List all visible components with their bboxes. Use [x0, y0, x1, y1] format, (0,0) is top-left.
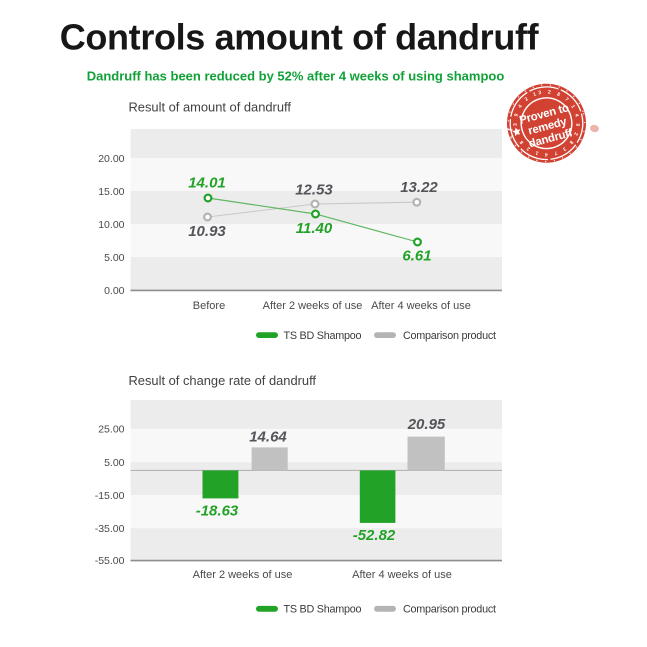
svg-text:TS BD Shampoo: TS BD Shampoo [284, 604, 362, 616]
svg-text:After 4 weeks of use: After 4 weeks of use [371, 300, 471, 312]
svg-text:20.95: 20.95 [407, 416, 446, 433]
svg-text:TS BD Shampoo: TS BD Shampoo [284, 330, 362, 342]
svg-text:-55.00: -55.00 [95, 555, 125, 567]
svg-text:Result of amount of dandruff: Result of amount of dandruff [129, 100, 292, 115]
svg-text:11.40: 11.40 [296, 220, 333, 237]
svg-text:14.64: 14.64 [249, 429, 287, 446]
svg-text:5.00: 5.00 [104, 252, 125, 264]
svg-text:14.01: 14.01 [188, 174, 226, 191]
svg-text:5.00: 5.00 [104, 457, 125, 469]
svg-text:20.00: 20.00 [98, 153, 124, 165]
svg-text:Controls amount of dandruff: Controls amount of dandruff [60, 16, 540, 57]
svg-text:After 4 weeks of use: After 4 weeks of use [352, 569, 452, 581]
svg-text:Result of change rate of dandr: Result of change rate of dandruff [129, 373, 317, 388]
svg-text:-15.00: -15.00 [95, 490, 125, 502]
svg-text:0.00: 0.00 [104, 285, 125, 297]
svg-text:12.53: 12.53 [295, 181, 333, 198]
svg-text:6.61: 6.61 [402, 247, 431, 264]
svg-text:-52.82: -52.82 [353, 527, 396, 544]
svg-text:25.00: 25.00 [98, 424, 124, 436]
svg-text:-35.00: -35.00 [95, 523, 125, 535]
svg-text:13.22: 13.22 [400, 179, 438, 196]
svg-text:10.00: 10.00 [98, 219, 124, 231]
svg-text:10.93: 10.93 [188, 223, 226, 240]
svg-text:Comparison product: Comparison product [403, 604, 496, 616]
svg-text:After 2 weeks of use: After 2 weeks of use [193, 569, 293, 581]
svg-text:After 2 weeks of use: After 2 weeks of use [263, 300, 363, 312]
svg-text:Before: Before [193, 300, 225, 312]
svg-text:15.00: 15.00 [98, 186, 124, 198]
svg-text:-18.63: -18.63 [196, 503, 239, 520]
svg-text:Dandruff has been reduced by 5: Dandruff has been reduced by 52% after 4… [87, 69, 505, 84]
svg-text:Comparison product: Comparison product [403, 330, 496, 342]
